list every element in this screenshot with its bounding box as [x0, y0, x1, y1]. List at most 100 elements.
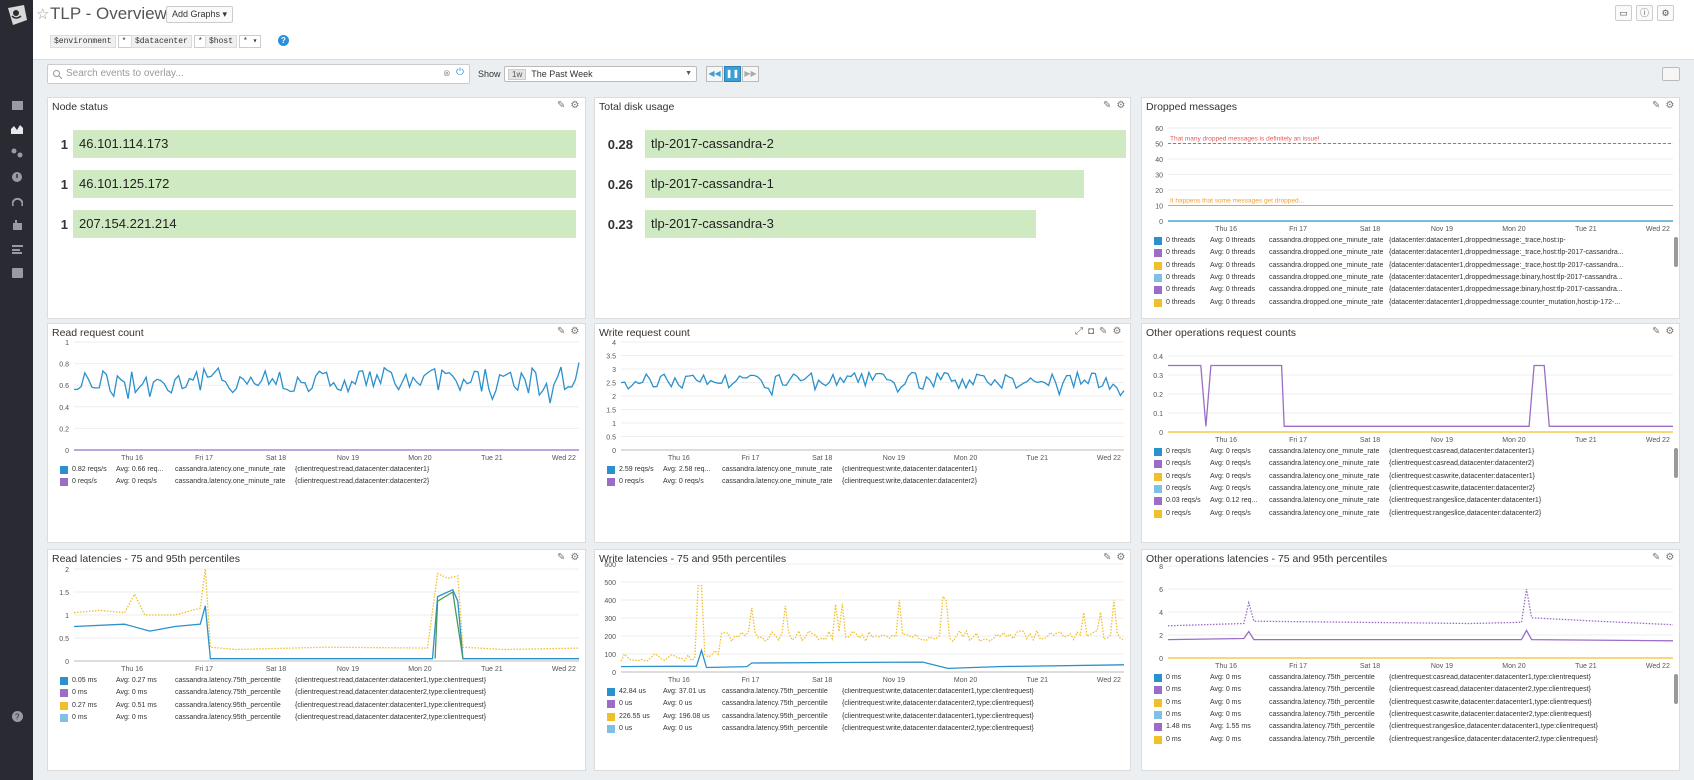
edit-pencil-icon[interactable]: ✎ [1099, 326, 1108, 337]
legend-row[interactable]: 0 ms Avg: 0 ms cassandra.latency.75th_perc… [1154, 686, 1634, 696]
forward-button[interactable]: ▶▶ [742, 66, 759, 82]
legend-row[interactable]: 42.84 us Avg: 37.01 us cassandra.latency.7… [607, 688, 1087, 698]
gear-icon[interactable]: ⚙ [570, 326, 580, 337]
legend-row[interactable]: 0.05 ms Avg: 0.27 ms cassandra.latency.75t… [60, 677, 540, 687]
legend-row[interactable]: 0 reqs/s Avg: 0 reqs/s cassandra.latency.o… [1154, 509, 1634, 520]
infrastructure-icon[interactable] [9, 145, 25, 161]
legend-row[interactable]: 0 ms Avg: 0 ms cassandra.latency.75th_perc… [1154, 674, 1634, 684]
help-icon[interactable]: ? [9, 708, 25, 724]
edit-pencil-icon[interactable]: ✎ [1652, 100, 1661, 111]
gear-icon[interactable]: ⚙ [1665, 326, 1675, 337]
edit-pencil-icon[interactable]: ✎ [557, 552, 566, 563]
edit-pencil-icon[interactable]: ✎ [557, 100, 566, 111]
expand-icon[interactable]: ⤢ [1075, 326, 1083, 337]
monitors-icon[interactable] [9, 169, 25, 185]
settings-gear-icon[interactable]: ⚙ [1657, 5, 1674, 21]
gear-icon[interactable]: ⚙ [1116, 552, 1126, 563]
apm-icon[interactable] [9, 193, 25, 209]
gear-icon[interactable]: ⚙ [1112, 326, 1122, 337]
edit-pencil-icon[interactable]: ✎ [1103, 552, 1112, 563]
legend-row[interactable]: 0 ms Avg: 0 ms cassandra.latency.75th_perc… [1154, 698, 1634, 709]
legend-row[interactable]: 0 threads Avg: 0 threads cassandra.dropped… [1154, 273, 1634, 284]
datadog-logo-icon[interactable] [4, 2, 30, 28]
edit-pencil-icon[interactable]: ✎ [557, 326, 566, 337]
power-toggle-icon[interactable]: ⏻ [456, 67, 464, 78]
legend-v: 2.59 reqs/s [619, 466, 654, 473]
legend-avg: Avg: 0 reqs/s [116, 478, 157, 486]
legend-row[interactable]: 0 reqs/s Avg: 0 reqs/s cassandra.latency.o… [607, 478, 1087, 488]
keyboard-icon[interactable] [1662, 67, 1680, 81]
legend-row[interactable]: 0.82 reqs/s Avg: 0.66 req... cassandra.lat… [60, 466, 540, 476]
gear-icon[interactable]: ⚙ [1665, 100, 1675, 111]
rewind-button[interactable]: ◀◀ [706, 66, 723, 82]
legend-row[interactable]: 0 ms Avg: 0 ms cassandra.latency.75th_perc… [1154, 735, 1634, 746]
legend-row[interactable]: 226.55 us Avg: 196.08 us cassandra.latency… [607, 712, 1087, 723]
template-var-datacenter[interactable]: $datacenter* ▾ [131, 34, 217, 48]
legend-row[interactable]: 2.59 reqs/s Avg: 2.58 req... cassandra.lat… [607, 466, 1087, 476]
edit-pencil-icon[interactable]: ✎ [1652, 552, 1661, 563]
legend-tags: {clientrequest:rangeslice,datacenter:dat… [1389, 735, 1598, 743]
legend-scrollbar[interactable] [1674, 674, 1678, 704]
legend-row[interactable]: 0.03 reqs/s Avg: 0.12 req... cassandra.lat… [1154, 497, 1634, 507]
dashboards-icon[interactable] [9, 121, 25, 137]
legend-avg: Avg: 0.66 req... [116, 466, 164, 473]
edit-pencil-icon[interactable]: ✎ [1652, 326, 1661, 337]
legend-row[interactable]: 0 threads Avg: 0 threads cassandra.dropped… [1154, 249, 1634, 259]
legend-row[interactable]: 0 ms Avg: 0 ms cassandra.latency.75th_perc… [1154, 710, 1634, 721]
legend-row[interactable]: 1.48 ms Avg: 1.55 ms cassandra.latency.75t… [1154, 723, 1634, 733]
legend-tags: {clientrequest:write,datacenter:datacent… [842, 688, 1034, 695]
y-tick-label: 3.5 [606, 354, 616, 361]
x-tick-label: Thu 16 [121, 455, 143, 462]
legend-scrollbar[interactable] [1674, 448, 1678, 478]
legend-row[interactable]: 0 threads Avg: 0 threads cassandra.dropped… [1154, 261, 1634, 272]
legend-avg: Avg: 0 us [663, 724, 693, 732]
add-graphs-button[interactable]: Add Graphs ▾ [166, 6, 234, 23]
y-tick-label: 20 [1155, 188, 1163, 195]
template-var-environment[interactable]: $environment * ▾ [50, 34, 141, 48]
legend-row[interactable]: 0 reqs/s Avg: 0 reqs/s cassandra.latency.o… [1154, 460, 1634, 470]
template-vars-help-icon[interactable]: ? [278, 35, 289, 46]
camera-icon[interactable]: ◘ [1088, 326, 1095, 337]
pause-button[interactable]: ❚❚ [724, 66, 741, 82]
legend-row[interactable]: 0 us Avg: 0 us cassandra.latency.75th_perc… [607, 700, 1087, 710]
legend-row[interactable]: 0 threads Avg: 0 threads cassandra.dropped… [1154, 237, 1634, 247]
legend-row[interactable]: 0 reqs/s Avg: 0 reqs/s cassandra.latency.o… [1154, 484, 1634, 495]
y-tick-label: 2 [612, 394, 616, 401]
legend-row[interactable]: 0 ms Avg: 0 ms cassandra.latency.75th_perc… [60, 689, 540, 699]
favorite-star-icon[interactable]: ☆ [36, 6, 50, 23]
legend-row[interactable]: 0 ms Avg: 0 ms cassandra.latency.95th_perc… [60, 713, 540, 724]
template-var-host[interactable]: $host * ▾ [205, 34, 262, 48]
left-nav: ? [0, 0, 33, 780]
time-range-select[interactable]: 1w The Past Week ▼ [504, 66, 697, 82]
events-icon[interactable] [9, 97, 25, 113]
series-line [620, 369, 1125, 397]
x-tick-label: Fri 17 [742, 677, 760, 684]
legend-swatch [60, 689, 68, 698]
legend-scrollbar[interactable] [1674, 237, 1678, 267]
clear-search-icon[interactable]: ⊗ [443, 68, 451, 78]
gear-icon[interactable]: ⚙ [570, 552, 580, 563]
tv-mode-icon[interactable]: ▭ [1615, 5, 1632, 21]
gear-icon[interactable]: ⚙ [1665, 552, 1675, 563]
gear-icon[interactable]: ⚙ [1116, 100, 1126, 111]
legend-row[interactable]: 0 threads Avg: 0 threads cassandra.dropped… [1154, 298, 1634, 309]
edit-pencil-icon[interactable]: ✎ [1103, 100, 1112, 111]
legend-swatch [1154, 484, 1162, 493]
notebooks-icon[interactable] [9, 265, 25, 281]
legend-row[interactable]: 0 us Avg: 0 us cassandra.latency.95th_perc… [607, 724, 1087, 735]
logs-icon[interactable] [9, 241, 25, 257]
info-icon[interactable]: ⓘ [1636, 5, 1653, 21]
marker-label: That many dropped messages is definitely… [1170, 136, 1320, 143]
legend-row[interactable]: 0 reqs/s Avg: 0 reqs/s cassandra.latency.o… [60, 478, 540, 488]
series-line [73, 568, 580, 651]
legend-avg: Avg: 0 ms [1210, 710, 1241, 718]
legend-row[interactable]: 0 reqs/s Avg: 0 reqs/s cassandra.latency.o… [1154, 448, 1634, 458]
legend-row[interactable]: 0 threads Avg: 0 threads cassandra.dropped… [1154, 286, 1634, 296]
legend-row[interactable]: 0.27 ms Avg: 0.51 ms cassandra.latency.95t… [60, 701, 540, 712]
legend-row[interactable]: 0 reqs/s Avg: 0 reqs/s cassandra.latency.o… [1154, 472, 1634, 483]
gear-icon[interactable]: ⚙ [570, 100, 580, 111]
event-search-input[interactable]: Search events to overlay... ⊗ ⏻ [47, 64, 470, 84]
integrations-icon[interactable] [9, 217, 25, 233]
legend-swatch [1154, 710, 1162, 719]
legend-tags: {datacenter:datacenter1,droppedmessage:b… [1389, 273, 1623, 281]
